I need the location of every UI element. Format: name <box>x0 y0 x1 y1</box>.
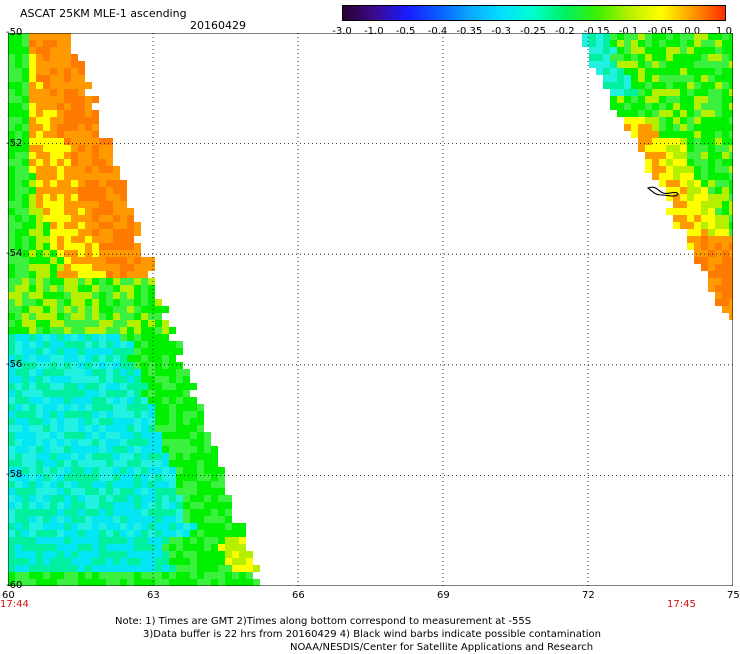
color-tick-label: -0.05 <box>647 26 674 37</box>
lat-label: -54 <box>6 248 23 260</box>
map-title: ASCAT 25KM MLE-1 ascending <box>20 7 187 20</box>
lat-label: -50 <box>6 27 23 38</box>
graticule <box>8 33 733 586</box>
color-tick-label: -0.4 <box>427 26 448 37</box>
color-tick-label: -0.35 <box>456 26 483 37</box>
lon-label: 69 <box>437 590 450 601</box>
swath-left <box>8 33 260 586</box>
lon-label: 66 <box>292 590 305 601</box>
color-scale-ticks: -3.0 -1.0 -0.5 -0.4 -0.35 -0.3 -0.25 -0.2 -0.15-… <box>330 26 732 38</box>
color-tick-label: -1.0 <box>364 26 384 37</box>
color-tick-label: 0.0 <box>684 26 701 37</box>
footer-notes: Note: 1) Times are GMT 2)Times along bot… <box>115 615 635 654</box>
time-right: 17:45 <box>667 599 696 610</box>
color-tick-label: -0.3 <box>491 26 511 37</box>
lon-label: 63 <box>147 590 160 601</box>
color-tick-label: -0.1 <box>618 26 639 37</box>
map-date: 20160429 <box>190 19 246 32</box>
lat-label: -52 <box>6 137 23 149</box>
lat-label: -58 <box>6 469 23 481</box>
color-scale-bar <box>342 5 726 21</box>
island-coastline <box>646 186 679 197</box>
color-tick-label: -0.5 <box>395 26 416 37</box>
swath-right <box>582 33 733 320</box>
note-line-3: NOAA/NESDIS/Center for Satellite Applica… <box>290 642 594 653</box>
color-tick-label: -3.0 <box>332 26 352 37</box>
color-tick-label: -0.15 <box>583 26 610 37</box>
color-tick-label: -0.25 <box>520 26 546 37</box>
note-line-2: 3)Data buffer is 22 hrs from 20160429 4)… <box>143 629 601 640</box>
color-tick-label: 1.0 <box>716 26 732 37</box>
note-line-1: Note: 1) Times are GMT 2)Times along bot… <box>115 616 532 627</box>
lon-label: 60 <box>2 590 15 601</box>
lat-label: -56 <box>6 358 23 370</box>
time-left: 17:44 <box>0 599 29 610</box>
lat-label: -60 <box>6 580 23 591</box>
color-tick-label: -0.2 <box>555 26 575 37</box>
lon-label: 72 <box>582 590 595 601</box>
lon-label: 75 <box>727 590 740 601</box>
swath-map <box>8 33 733 586</box>
